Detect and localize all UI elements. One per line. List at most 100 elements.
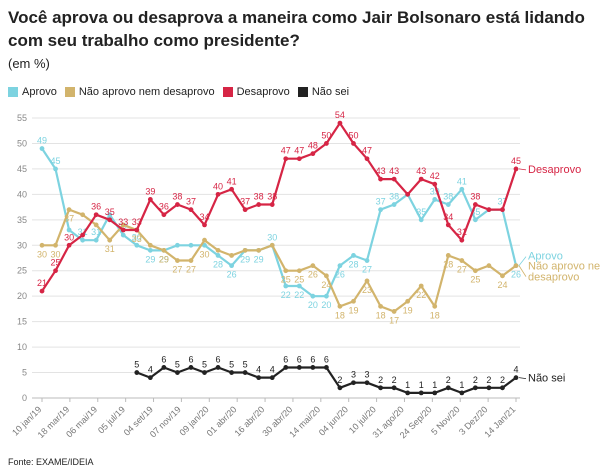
data-point-aprovo <box>175 242 180 248</box>
y-tick-label-15: 15 <box>17 317 27 327</box>
data-label-naosei: 6 <box>310 354 315 364</box>
data-label-nem: 25 <box>281 275 291 285</box>
data-point-aprovo <box>445 202 451 207</box>
data-point-nem <box>310 263 316 269</box>
data-point-desaprovo <box>500 207 505 213</box>
data-point-aprovo <box>93 237 99 243</box>
data-label-nem: 22 <box>416 290 426 300</box>
data-label-nem: 27 <box>457 265 467 275</box>
data-point-desaprovo <box>66 242 72 248</box>
y-tick-label-10: 10 <box>17 342 27 352</box>
data-label-aprovo: 35 <box>416 207 426 217</box>
data-point-naosei <box>256 375 262 381</box>
data-point-desaprovo <box>459 237 465 243</box>
data-label-desaprovo: 47 <box>294 146 304 156</box>
data-label-aprovo: 31 <box>91 227 101 237</box>
legend-item-naosei: Não sei <box>297 86 349 98</box>
data-point-nem <box>161 247 167 253</box>
data-label-nem: 18 <box>376 310 386 320</box>
data-label-nem: 24 <box>497 280 507 290</box>
data-label-naosei: 6 <box>297 354 302 364</box>
data-label-nem: 25 <box>294 275 304 285</box>
data-label-naosei: 4 <box>148 365 153 375</box>
data-label-desaprovo: 25 <box>51 258 61 268</box>
data-label-nem: 18 <box>335 310 345 320</box>
data-label-nem: 19 <box>348 305 358 315</box>
data-point-desaprovo <box>175 202 180 207</box>
data-label-desaprovo: 34 <box>200 212 210 222</box>
data-point-desaprovo <box>472 202 478 207</box>
data-point-naosei <box>283 365 289 370</box>
data-label-naosei: 2 <box>446 375 451 385</box>
data-label-desaprovo: 48 <box>308 141 318 151</box>
chart-subtitle: (em %) <box>8 56 50 71</box>
data-point-nem <box>459 258 465 263</box>
data-point-desaprovo <box>80 232 86 238</box>
data-point-naosei <box>188 365 194 370</box>
y-tick-label-50: 50 <box>17 138 27 148</box>
legend-item-desaprovo: Desaprovo <box>222 86 290 98</box>
y-tick-label-25: 25 <box>17 266 27 276</box>
data-label-naosei: 1 <box>459 380 464 390</box>
data-label-desaprovo: 40 <box>213 181 223 191</box>
data-label-naosei: 1 <box>405 380 410 390</box>
data-point-desaprovo <box>445 222 451 228</box>
data-point-nem <box>215 247 221 253</box>
legend-swatch-naosei <box>297 87 308 97</box>
legend-item-aprovo: Aprovo <box>8 86 57 98</box>
data-label-desaprovo: 43 <box>389 166 399 176</box>
data-label-nem: 25 <box>470 275 480 285</box>
data-point-naosei <box>215 365 221 370</box>
end-label-line-nem: desaprovo <box>528 272 579 284</box>
end-label-leader-desaprovo <box>518 168 527 171</box>
data-label-aprovo: 29 <box>240 254 250 264</box>
data-point-naosei <box>500 385 505 391</box>
legend-swatch-aprovo <box>8 87 18 97</box>
data-label-aprovo: 20 <box>321 300 331 310</box>
data-point-naosei <box>229 370 235 375</box>
data-label-desaprovo: 38 <box>172 192 182 202</box>
legend: Aprovo Não aprovo nem desaprovo Desaprov… <box>8 86 357 98</box>
data-label-naosei: 2 <box>473 375 478 385</box>
data-label-aprovo: 37 <box>497 197 507 207</box>
data-label-aprovo: 22 <box>281 290 291 300</box>
data-point-nem <box>175 258 180 263</box>
y-tick-label-20: 20 <box>17 291 27 301</box>
y-tick-label-5: 5 <box>22 368 27 378</box>
data-label-desaprovo: 33 <box>132 217 142 227</box>
data-label-naosei: 6 <box>324 354 329 364</box>
data-point-nem <box>513 263 519 269</box>
end-label-line-nem: Não aprovo nem <box>528 261 600 273</box>
data-point-nem <box>188 258 194 263</box>
data-point-nem <box>147 242 153 248</box>
data-point-naosei <box>134 370 140 375</box>
end-label-leader-naosei <box>518 377 527 380</box>
data-label-naosei: 5 <box>243 360 248 370</box>
data-label-desaprovo: 45 <box>511 156 521 166</box>
data-label-naosei: 3 <box>351 370 356 380</box>
data-point-aprovo <box>432 197 438 202</box>
data-label-naosei: 6 <box>216 354 221 364</box>
data-label-naosei: 6 <box>283 354 288 364</box>
data-label-aprovo: 22 <box>294 290 304 300</box>
data-point-desaprovo <box>53 268 58 274</box>
data-point-nem <box>229 253 235 258</box>
legend-item-nem: Não aprovo nem desaprovo <box>64 86 215 98</box>
x-tick-label-11: 04 jun/20 <box>317 404 350 437</box>
data-label-aprovo: 35 <box>470 207 480 217</box>
data-label-nem: 26 <box>308 270 318 280</box>
data-point-naosei <box>405 390 411 396</box>
data-label-naosei: 2 <box>486 375 491 385</box>
data-label-desaprovo: 34 <box>443 212 453 222</box>
data-point-naosei <box>472 385 478 391</box>
data-label-naosei: 1 <box>432 380 437 390</box>
data-point-nem <box>53 242 58 248</box>
data-point-nem <box>418 283 424 289</box>
data-point-naosei <box>147 375 153 381</box>
data-label-aprovo: 38 <box>389 192 399 202</box>
y-tick-label-0: 0 <box>22 393 27 403</box>
data-point-desaprovo <box>120 227 126 233</box>
data-point-desaprovo <box>391 176 397 182</box>
data-point-naosei <box>269 375 275 381</box>
